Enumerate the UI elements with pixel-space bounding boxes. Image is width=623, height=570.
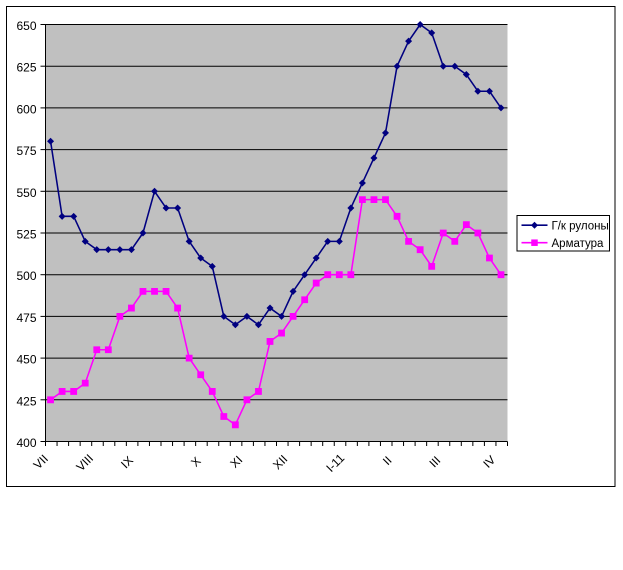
- svg-text:550: 550: [16, 186, 36, 200]
- svg-text:625: 625: [16, 61, 36, 75]
- svg-text:650: 650: [16, 19, 36, 33]
- svg-text:500: 500: [16, 269, 36, 283]
- svg-text:575: 575: [16, 144, 36, 158]
- svg-text:600: 600: [16, 102, 36, 116]
- svg-text:Г/к рулоны: Г/к рулоны: [552, 220, 609, 232]
- svg-text:525: 525: [16, 228, 36, 242]
- svg-text:450: 450: [16, 353, 36, 367]
- svg-text:475: 475: [16, 311, 36, 325]
- svg-text:425: 425: [16, 394, 36, 408]
- svg-text:Арматура: Арматура: [552, 238, 605, 250]
- svg-text:400: 400: [16, 436, 36, 450]
